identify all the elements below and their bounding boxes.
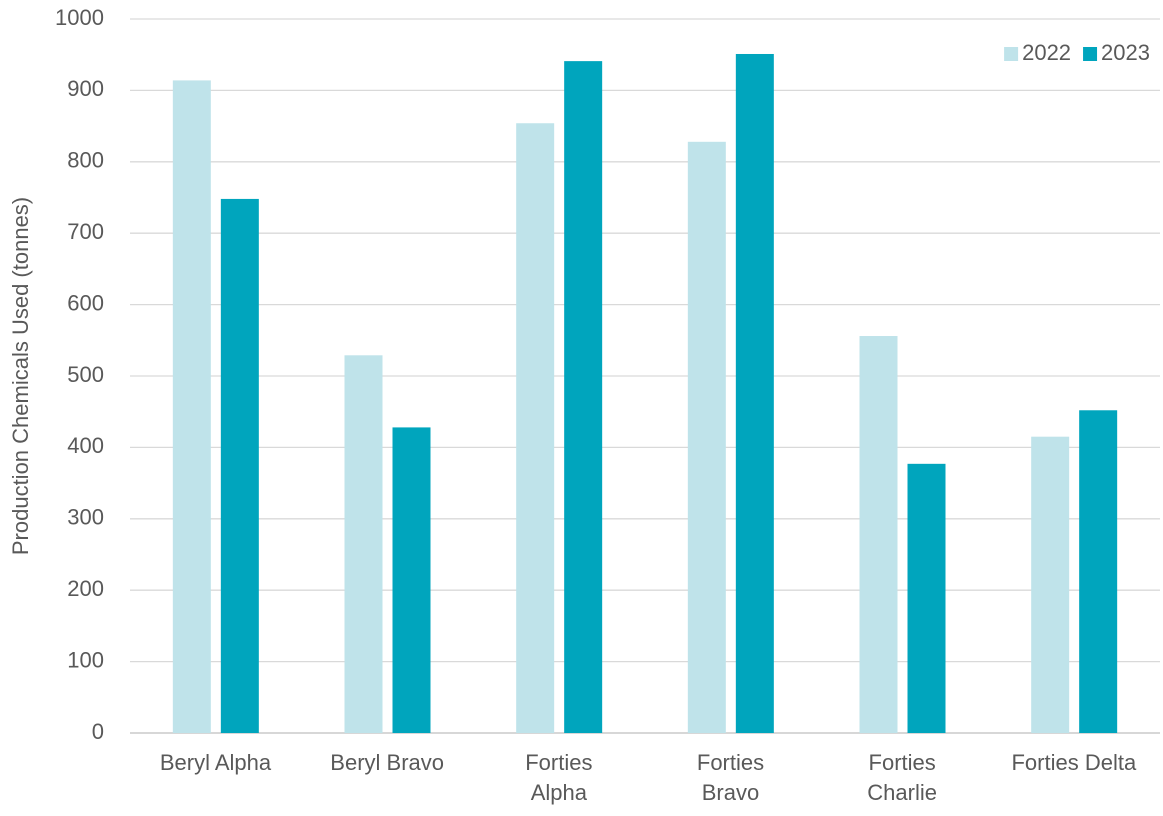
y-tick-label: 1000 bbox=[55, 5, 104, 30]
bar bbox=[172, 80, 211, 734]
legend-swatch bbox=[1083, 47, 1098, 61]
legend-label: 2023 bbox=[1101, 40, 1150, 65]
bar bbox=[687, 141, 726, 734]
x-tick-label: Beryl Alpha bbox=[159, 750, 272, 775]
bar bbox=[859, 336, 898, 733]
y-tick-label: 100 bbox=[67, 647, 104, 672]
y-tick-label: 300 bbox=[67, 505, 104, 530]
bar bbox=[907, 463, 946, 733]
bar bbox=[344, 355, 383, 733]
x-tick-label: Forties Charlie bbox=[867, 750, 937, 805]
x-tick-label: Beryl Bravo bbox=[330, 750, 445, 775]
legend-label: 2022 bbox=[1022, 40, 1071, 65]
y-tick-label: 200 bbox=[67, 576, 104, 601]
y-tick-label: 0 bbox=[92, 719, 104, 744]
bar bbox=[564, 61, 603, 734]
y-tick-label: 800 bbox=[67, 148, 104, 173]
y-tick-label: 400 bbox=[67, 433, 104, 458]
y-tick-label: 500 bbox=[67, 362, 104, 387]
x-tick-label: Forties Delta bbox=[1011, 750, 1137, 775]
legend-swatch bbox=[1004, 47, 1019, 61]
bar bbox=[392, 427, 431, 733]
y-axis-label: Production Chemicals Used (tonnes) bbox=[8, 197, 33, 555]
y-tick-label: 700 bbox=[67, 219, 104, 244]
bar bbox=[220, 198, 259, 734]
bar bbox=[1031, 436, 1070, 733]
y-tick-label: 900 bbox=[67, 76, 104, 101]
bar bbox=[516, 123, 555, 733]
y-tick-label: 600 bbox=[67, 290, 104, 315]
x-tick-label: Forties Bravo bbox=[696, 750, 765, 805]
bar bbox=[735, 53, 774, 733]
x-tick-label: Forties Alpha bbox=[525, 750, 593, 805]
bar bbox=[1079, 410, 1118, 733]
